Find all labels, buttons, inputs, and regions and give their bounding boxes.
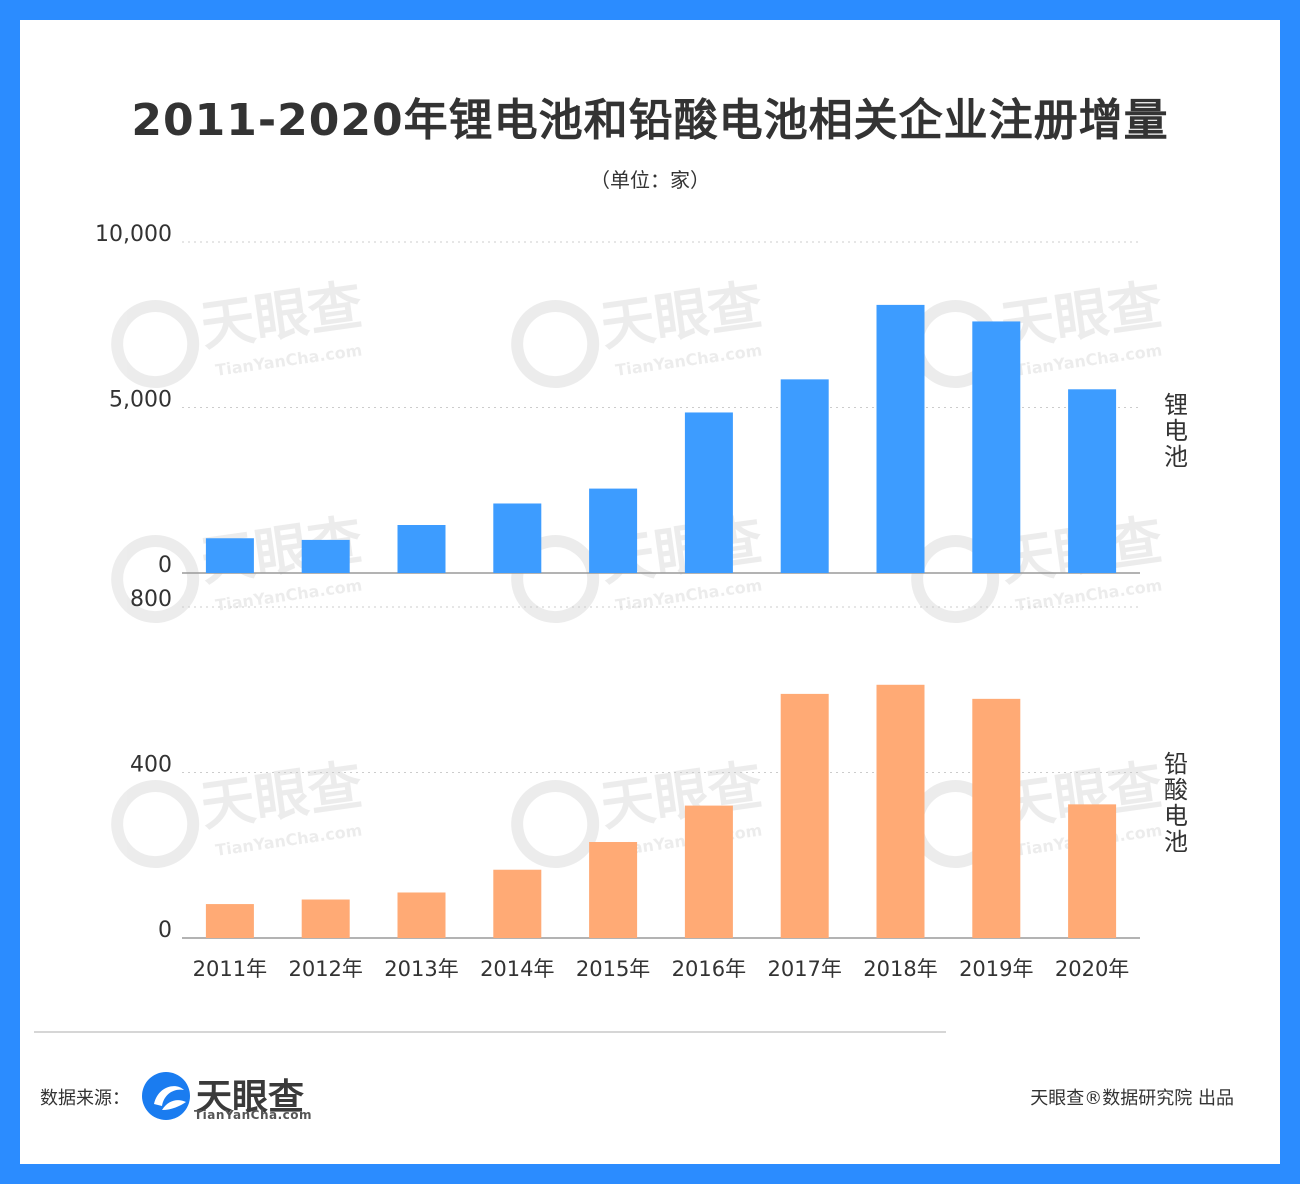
bar-lithium-2016年 bbox=[684, 412, 733, 573]
watermark-logo-icon bbox=[111, 300, 200, 389]
panel-label-char: 池 bbox=[1164, 443, 1188, 471]
x-tick-label: 2016年 bbox=[672, 957, 746, 981]
footer-divider bbox=[34, 1031, 946, 1033]
x-tick-label: 2019年 bbox=[959, 957, 1033, 981]
panel-label-char: 铅 bbox=[1164, 750, 1188, 778]
watermark-logo-icon bbox=[511, 300, 600, 389]
x-tick-label: 2014年 bbox=[480, 957, 554, 981]
bar-lithium-2013年 bbox=[397, 525, 446, 573]
bar-lead-acid-2013年 bbox=[397, 892, 446, 938]
x-tick-label: 2015年 bbox=[576, 957, 650, 981]
y-tick-label: 400 bbox=[130, 753, 172, 778]
y-tick-label: 5,000 bbox=[109, 388, 172, 413]
bar-lead-acid-2019年 bbox=[972, 698, 1021, 938]
panel-label-char: 锂 bbox=[1164, 391, 1188, 419]
source-logo: 天眼查 TianYanCha.com bbox=[140, 1068, 340, 1128]
source-label: 数据来源： bbox=[40, 1088, 130, 1109]
watermark-logo-icon bbox=[111, 535, 200, 624]
bar-lead-acid-2017年 bbox=[780, 693, 829, 938]
y-tick-label: 0 bbox=[158, 553, 172, 578]
bar-lithium-2014年 bbox=[493, 503, 542, 573]
panel-label-char: 酸 bbox=[1164, 776, 1188, 804]
bar-lithium-2019年 bbox=[972, 321, 1021, 573]
y-tick-label: 10,000 bbox=[95, 222, 172, 247]
chart-title: 2011-2020年锂电池和铅酸电池相关企业注册增量 bbox=[131, 95, 1169, 146]
chart-subtitle: （单位：家） bbox=[590, 168, 710, 192]
bar-lithium-2017年 bbox=[780, 379, 829, 573]
bar-lithium-2015年 bbox=[589, 488, 638, 573]
logo-name: 天眼查 bbox=[196, 1077, 305, 1118]
bar-lead-acid-2016年 bbox=[684, 805, 733, 938]
x-tick-label: 2020年 bbox=[1055, 957, 1129, 981]
watermark-logo-icon bbox=[111, 780, 200, 869]
bar-lead-acid-2014年 bbox=[493, 869, 542, 938]
bar-lead-acid-2015年 bbox=[589, 842, 638, 938]
bar-lead-acid-2012年 bbox=[301, 899, 350, 938]
panel-label-char: 电 bbox=[1164, 417, 1188, 445]
y-tick-label: 800 bbox=[130, 587, 172, 612]
panel-label-char: 池 bbox=[1164, 828, 1188, 856]
x-tick-label: 2013年 bbox=[384, 957, 458, 981]
panel-label-char: 电 bbox=[1164, 802, 1188, 830]
bar-lead-acid-2020年 bbox=[1068, 804, 1117, 938]
watermark-logo-icon bbox=[511, 535, 600, 624]
watermark-logo-icon bbox=[911, 535, 1000, 624]
bar-lithium-2011年 bbox=[205, 538, 254, 573]
credit-text: 天眼查®数据研究院 出品 bbox=[1030, 1088, 1234, 1109]
x-tick-label: 2017年 bbox=[767, 957, 841, 981]
tianyancha-logo-icon bbox=[142, 1072, 190, 1120]
x-tick-label: 2012年 bbox=[288, 957, 362, 981]
bar-lead-acid-2011年 bbox=[205, 904, 254, 938]
chart-card bbox=[20, 20, 1280, 1164]
bar-lithium-2018年 bbox=[876, 304, 925, 573]
bar-lead-acid-2018年 bbox=[876, 684, 925, 938]
y-tick-label: 0 bbox=[158, 918, 172, 943]
bar-lithium-2020年 bbox=[1068, 389, 1117, 573]
watermark-logo-icon bbox=[511, 780, 600, 869]
x-tick-label: 2018年 bbox=[863, 957, 937, 981]
bar-lithium-2012年 bbox=[301, 539, 350, 573]
x-tick-label: 2011年 bbox=[193, 957, 267, 981]
logo-url: TianYanCha.com bbox=[194, 1108, 313, 1122]
